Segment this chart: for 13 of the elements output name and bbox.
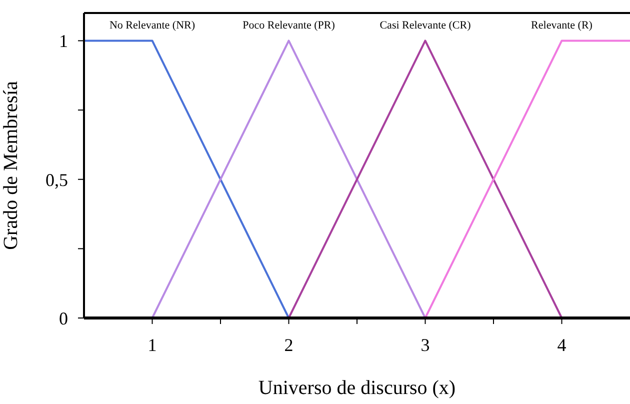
x-tick-label: 2 xyxy=(284,334,294,355)
y-tick-label: 0,5 xyxy=(46,170,68,190)
x-axis-title: Universo de discurso (x) xyxy=(258,377,456,399)
series-label: Casi Relevante (CR) xyxy=(380,20,472,32)
y-axis-title: Grado de Membresía xyxy=(0,80,22,250)
y-tick-label: 0 xyxy=(59,308,68,328)
series-label: Relevante (R) xyxy=(531,20,593,32)
y-tick-label: 1 xyxy=(59,31,68,52)
series-label: No Relevante (NR) xyxy=(109,20,196,32)
x-tick-label: 1 xyxy=(148,334,157,355)
series-label: Poco Relevante (PR) xyxy=(242,20,336,32)
x-tick-label: 3 xyxy=(420,334,430,355)
x-tick-label: 4 xyxy=(557,334,566,355)
